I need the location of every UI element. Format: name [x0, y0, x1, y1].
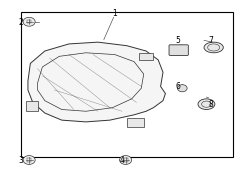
Ellipse shape	[177, 85, 187, 92]
Circle shape	[120, 156, 132, 165]
FancyBboxPatch shape	[169, 45, 188, 55]
Ellipse shape	[204, 42, 223, 53]
Text: 7: 7	[209, 36, 214, 45]
Bar	[27, 20, 31, 23]
Text: 2: 2	[18, 18, 23, 27]
Bar	[139, 53, 153, 60]
Circle shape	[23, 156, 35, 165]
Text: 6: 6	[175, 82, 180, 91]
Text: 4: 4	[120, 156, 124, 165]
Text: 5: 5	[175, 36, 180, 45]
Bar	[123, 158, 128, 162]
Circle shape	[23, 17, 35, 26]
Bar	[127, 118, 144, 127]
Bar	[27, 158, 31, 162]
Bar	[21, 12, 233, 157]
PathPatch shape	[28, 42, 165, 122]
Text: 1: 1	[112, 9, 117, 18]
Ellipse shape	[198, 99, 215, 109]
Text: 8: 8	[209, 100, 214, 109]
Bar	[26, 101, 38, 111]
Text: 3: 3	[18, 156, 23, 165]
